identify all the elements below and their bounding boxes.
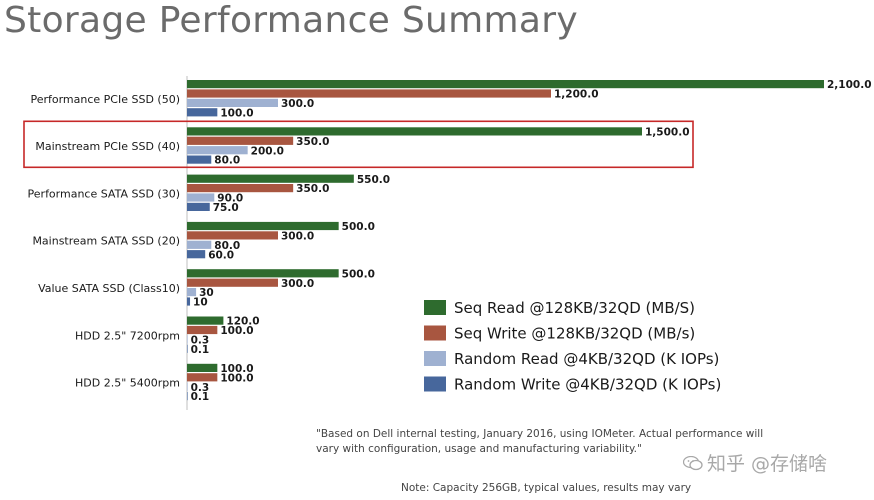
bar <box>187 127 642 136</box>
bar <box>187 250 206 259</box>
data-label: 0.1 <box>191 344 210 356</box>
category-label: HDD 2.5" 5400rpm <box>75 377 180 390</box>
legend-label: Seq Write @128KB/32QD (MB/s) <box>454 325 695 343</box>
bar <box>187 288 197 297</box>
bar <box>187 89 551 98</box>
bar <box>187 269 339 278</box>
footnote: "Based on Dell internal testing, January… <box>316 428 764 455</box>
bar <box>187 174 354 183</box>
bar <box>187 316 224 325</box>
legend-label: Random Read @4KB/32QD (K IOPs) <box>454 350 719 368</box>
data-label: 0.3 <box>191 335 210 347</box>
category-label: Mainstream SATA SSD (20) <box>32 235 180 248</box>
legend-label: Random Write @4KB/32QD (K IOPs) <box>454 376 721 394</box>
category-label: Performance SATA SSD (30) <box>28 187 180 200</box>
bar <box>187 193 215 202</box>
data-label: 90.0 <box>217 193 243 205</box>
data-label: 100.0 <box>220 107 253 119</box>
legend-label: Seq Read @128KB/32QD (MB/S) <box>454 299 695 317</box>
data-label: 10 <box>193 297 208 309</box>
bar <box>187 108 218 117</box>
bar <box>187 80 824 89</box>
bar <box>187 325 218 335</box>
bar <box>187 392 188 401</box>
data-label: 300.0 <box>281 98 314 110</box>
data-label: 350.0 <box>296 136 329 148</box>
wechat-icon <box>683 456 703 471</box>
data-label: 300.0 <box>281 231 314 243</box>
bar <box>187 278 278 287</box>
data-label: 80.0 <box>214 155 240 167</box>
category-label: Value SATA SSD (Class10) <box>38 282 180 295</box>
data-label: 100.0 <box>220 363 253 375</box>
legend-swatch <box>424 351 446 366</box>
bar <box>187 202 210 211</box>
bar <box>187 297 191 306</box>
bar <box>187 155 212 164</box>
watermark-text: 知乎 @存储啥 <box>707 453 828 475</box>
bar <box>187 221 339 231</box>
legend-swatch <box>424 300 446 315</box>
category-label: Performance PCIe SSD (50) <box>30 93 180 106</box>
bar <box>187 373 218 382</box>
bar <box>187 363 218 372</box>
data-label: 75.0 <box>213 202 239 214</box>
data-label: 2,100.0 <box>827 79 872 91</box>
data-label: 300.0 <box>281 278 314 290</box>
legend-swatch <box>424 325 446 341</box>
data-label: 550.0 <box>357 174 390 186</box>
legend-swatch <box>424 376 446 392</box>
bar <box>187 184 294 193</box>
data-label: 200.0 <box>251 145 284 157</box>
data-label: 350.0 <box>296 183 329 195</box>
data-label: 120.0 <box>226 316 259 328</box>
bar <box>187 382 188 391</box>
data-label: 500.0 <box>342 221 375 233</box>
data-label: 0.1 <box>191 391 210 403</box>
bar <box>187 231 278 240</box>
data-label: 0.3 <box>191 382 210 394</box>
data-label: 30 <box>199 287 214 299</box>
data-label: 500.0 <box>342 268 375 280</box>
bar <box>187 344 188 353</box>
bar <box>187 98 278 107</box>
bar <box>187 136 294 145</box>
data-label: 60.0 <box>208 249 234 261</box>
chart-title: Storage Performance Summary <box>4 0 578 41</box>
data-label: 1,200.0 <box>554 89 599 101</box>
data-label: 1,500.0 <box>645 127 690 139</box>
bar <box>187 146 248 155</box>
data-label: 100.0 <box>220 325 253 337</box>
bar <box>187 335 188 344</box>
capacity-note: Note: Capacity 256GB, typical values, re… <box>401 482 692 494</box>
bar <box>187 240 212 249</box>
category-label: HDD 2.5" 7200rpm <box>75 329 180 342</box>
data-label: 80.0 <box>214 240 240 252</box>
highlight-box <box>23 120 694 169</box>
watermark: 知乎 @存储啥 <box>683 449 827 476</box>
data-label: 100.0 <box>220 372 253 384</box>
category-label: Mainstream PCIe SSD (40) <box>35 140 180 153</box>
